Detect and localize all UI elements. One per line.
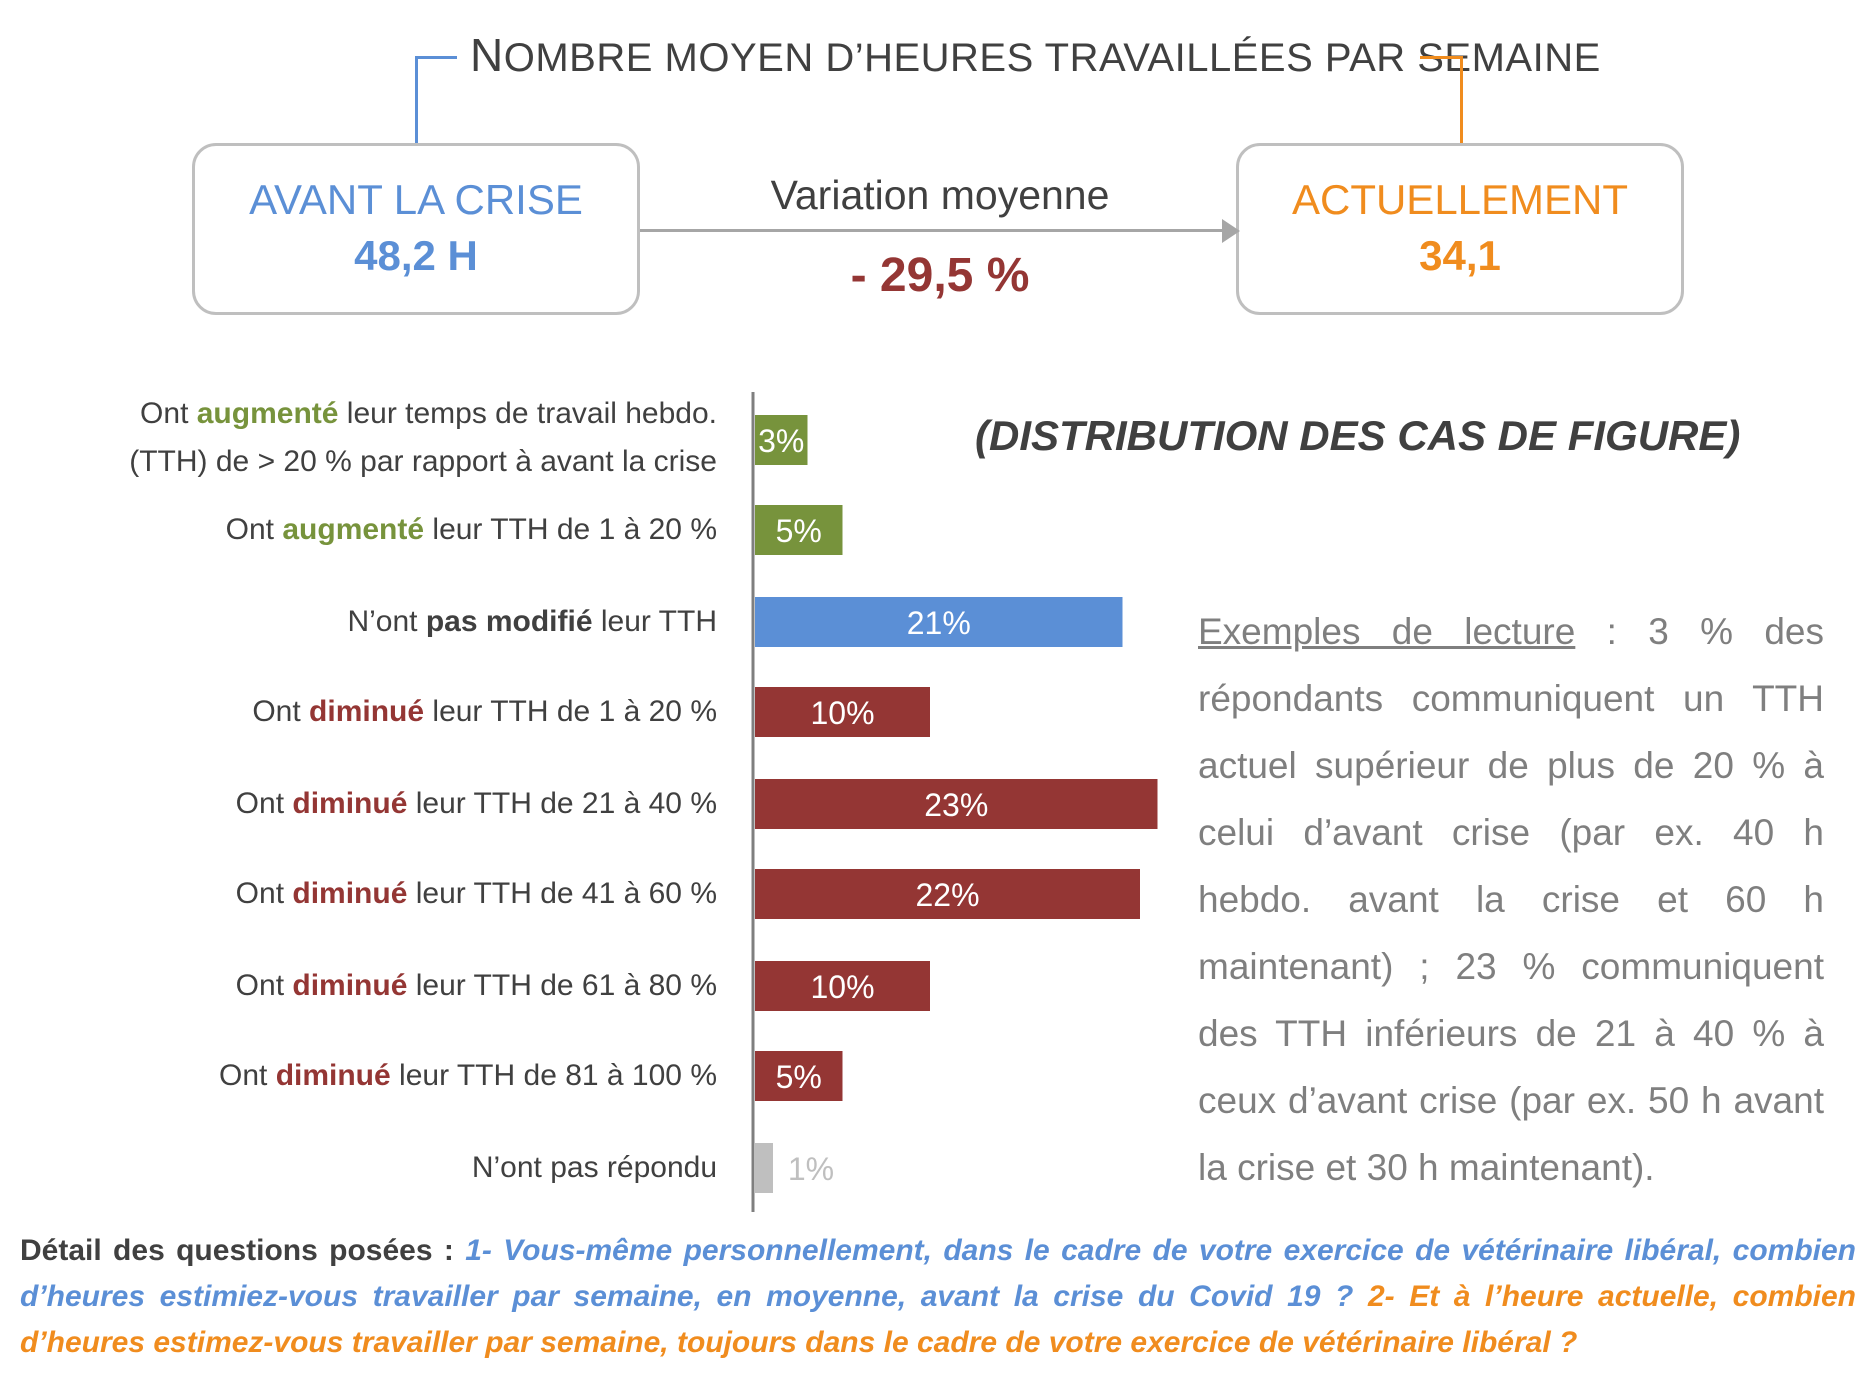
category-label-suffix: leur TTH de 21 à 40 %	[407, 787, 717, 820]
category-label: Ont augmenté leur TTH de 1 à 20 %	[226, 506, 717, 554]
category-label-prefix: Ont	[235, 877, 293, 910]
bracket-right-stem	[1460, 56, 1463, 144]
reading-heading: Exemples de lecture	[1198, 611, 1576, 652]
question-1: 1- Vous-même personnellement, dans le ca…	[20, 1234, 1856, 1313]
bar	[755, 961, 930, 1011]
category-label-keyword: diminué	[292, 787, 408, 820]
bracket-left-stem	[415, 56, 418, 144]
category-label-keyword: diminué	[292, 969, 408, 1002]
category-label-prefix: Ont	[252, 695, 310, 728]
category-label-prefix: N’ont pas répondu	[471, 1151, 717, 1184]
category-label: Ont diminué leur TTH de 21 à 40 %	[236, 780, 717, 828]
bracket-right	[1420, 56, 1462, 59]
reading-example: Exemples de lecture : 3 % des répondants…	[1198, 598, 1824, 1201]
category-label-line2: (TTH) de > 20 % par rapport à avant la c…	[129, 445, 717, 478]
bar-data-label: 23%	[924, 787, 988, 823]
bar-data-label: 21%	[907, 605, 971, 641]
category-label-prefix: Ont	[225, 513, 283, 546]
category-label: Ont diminué leur TTH de 61 à 80 %	[236, 962, 717, 1010]
bar	[755, 779, 1158, 829]
before-crisis-label: AVANT LA CRISE	[249, 176, 583, 223]
category-label: N’ont pas répondu	[472, 1144, 717, 1192]
category-label: Ont augmenté leur temps de travail hebdo…	[129, 390, 717, 486]
header-title-rest: OMBRE MOYEN D’HEURES TRAVAILLÉES PAR SEM…	[503, 36, 1601, 80]
category-label-keyword: diminué	[292, 877, 408, 910]
category-label-suffix: leur TTH de 61 à 80 %	[407, 969, 717, 1002]
category-label-suffix: leur TTH de 81 à 100 %	[390, 1059, 717, 1092]
category-label-keyword: augmenté	[282, 513, 425, 546]
question-2: 2- Et à l’heure actuelle, combien d’heur…	[20, 1280, 1857, 1359]
bar	[755, 1143, 773, 1193]
category-label-keyword: pas modifié	[425, 605, 593, 638]
bar-chart: 3% 5% 21% 10% 23% 22% 10% 5% 1%	[751, 392, 1158, 1212]
category-label-suffix: leur temps de travail hebdo.	[338, 397, 717, 430]
variation-value: - 29,5 %	[850, 249, 1030, 302]
category-label-suffix: leur TTH	[592, 605, 717, 638]
header-title: NOMBRE MOYEN D’HEURES TRAVAILLÉES PAR SE…	[470, 28, 1600, 82]
bar-data-label: 10%	[810, 969, 874, 1005]
category-label-prefix: Ont	[235, 787, 293, 820]
bar	[755, 869, 1140, 919]
bar	[755, 1051, 843, 1101]
chart-title: (DISTRIBUTION DES CAS DE FIGURE)	[975, 412, 1741, 459]
category-label-suffix: leur TTH de 1 à 20 %	[424, 695, 717, 728]
header-title-initial: N	[470, 29, 504, 81]
category-label-suffix: leur TTH de 41 à 60 %	[407, 877, 717, 910]
category-label-prefix: Ont	[218, 1059, 276, 1092]
current-value: 34,1	[1419, 232, 1501, 279]
bar-data-label: 3%	[758, 423, 804, 459]
bar-data-label: 5%	[776, 513, 822, 549]
bar	[755, 415, 808, 465]
before-crisis-value: 48,2 H	[354, 232, 478, 279]
bar	[755, 687, 930, 737]
category-label-keyword: augmenté	[196, 397, 339, 430]
footer-lead: Détail des questions posées :	[20, 1234, 466, 1267]
current-box: ACTUELLEMENT 34,1	[1236, 143, 1684, 315]
bracket-left	[415, 56, 457, 59]
bar-data-label: 1%	[788, 1151, 834, 1187]
category-label-keyword: diminué	[275, 1059, 391, 1092]
reading-text: : 3 % des répondants communiquent un TTH…	[1198, 611, 1824, 1188]
bar-data-label: 22%	[915, 877, 979, 913]
category-label: Ont diminué leur TTH de 81 à 100 %	[219, 1052, 717, 1100]
before-crisis-box: AVANT LA CRISE 48,2 H	[192, 143, 640, 315]
category-label: Ont diminué leur TTH de 41 à 60 %	[236, 870, 717, 918]
category-label: N’ont pas modifié leur TTH	[347, 598, 717, 646]
variation-arrow	[640, 229, 1225, 232]
variation-label: Variation moyenne	[770, 172, 1110, 218]
category-label-keyword: diminué	[309, 695, 425, 728]
bar-data-label: 10%	[810, 695, 874, 731]
category-label: Ont diminué leur TTH de 1 à 20 %	[252, 688, 717, 736]
category-label-prefix: N’ont	[347, 605, 426, 638]
category-label-prefix: Ont	[235, 969, 293, 1002]
arrow-right-icon	[1222, 219, 1240, 243]
bar-data-label: 5%	[776, 1059, 822, 1095]
category-label-suffix: leur TTH de 1 à 20 %	[424, 513, 717, 546]
bar	[755, 505, 843, 555]
bar	[755, 597, 1123, 647]
current-label: ACTUELLEMENT	[1291, 176, 1629, 223]
questions-footer: Détail des questions posées : 1- Vous-mê…	[20, 1228, 1856, 1366]
category-label-prefix: Ont	[140, 397, 197, 430]
